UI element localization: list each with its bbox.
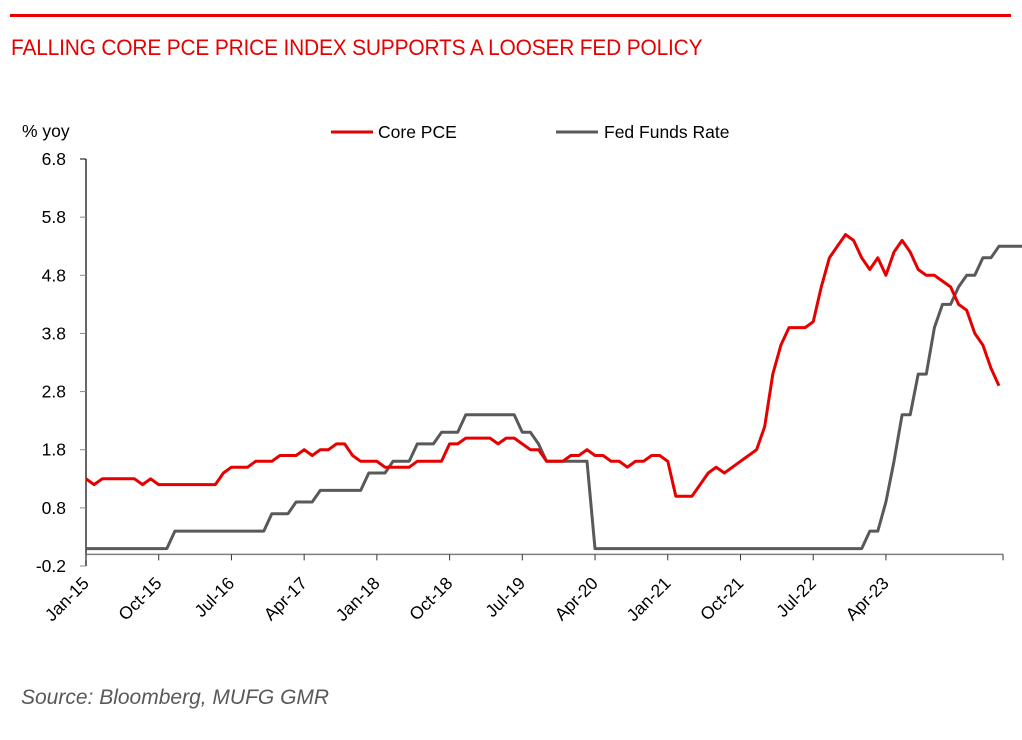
top-rule — [10, 14, 1011, 17]
x-tick-label: Apr-23 — [841, 573, 892, 624]
x-tick-label: Oct-15 — [114, 573, 165, 624]
x-tick-label: Jan-18 — [332, 573, 384, 625]
legend: Core PCE Fed Funds Rate — [331, 122, 729, 142]
x-tick-label: Apr-20 — [551, 573, 602, 624]
y-tick-label: -0.2 — [36, 556, 66, 576]
y-tick-label: 6.8 — [42, 149, 66, 169]
legend-label-core-pce: Core PCE — [378, 122, 457, 142]
x-tick-label: Jan-21 — [623, 573, 675, 625]
x-tick-label: Jul-22 — [772, 573, 820, 621]
legend-label-fed-funds-rate: Fed Funds Rate — [604, 122, 729, 142]
y-tick-label: 4.8 — [42, 265, 66, 285]
y-tick-label: 5.8 — [42, 207, 66, 227]
y-axis-label: % yoy — [22, 121, 70, 141]
x-tick-label: Jan-15 — [41, 573, 93, 625]
x-axis: Jan-15 Oct-15 Jul-16 Apr-17 Jan-18 Oct-18 Jul-… — [41, 553, 1004, 625]
x-tick-label: Apr-17 — [260, 573, 311, 624]
source-note: Source: Bloomberg, MUFG GMR — [21, 686, 330, 709]
y-axis: 6.8 5.8 4.8 3.8 2.8 1.8 0.8 -0.2 — [36, 149, 87, 576]
x-tick-label: Jul-16 — [190, 573, 238, 621]
chart-title: FALLING CORE PCE PRICE INDEX SUPPORTS A … — [11, 35, 703, 60]
series-line-fed-funds-rate — [86, 244, 1022, 551]
y-tick-label: 2.8 — [42, 382, 66, 402]
series-line-core-pce — [85, 233, 1001, 498]
series-group — [85, 233, 1022, 551]
x-tick-label: Oct-18 — [405, 573, 456, 624]
x-tick-label: Jul-19 — [481, 573, 529, 621]
y-tick-label: 3.8 — [42, 323, 66, 343]
y-tick-label: 1.8 — [42, 440, 66, 460]
x-tick-label: Oct-21 — [696, 573, 747, 624]
y-tick-label: 0.8 — [42, 498, 66, 518]
